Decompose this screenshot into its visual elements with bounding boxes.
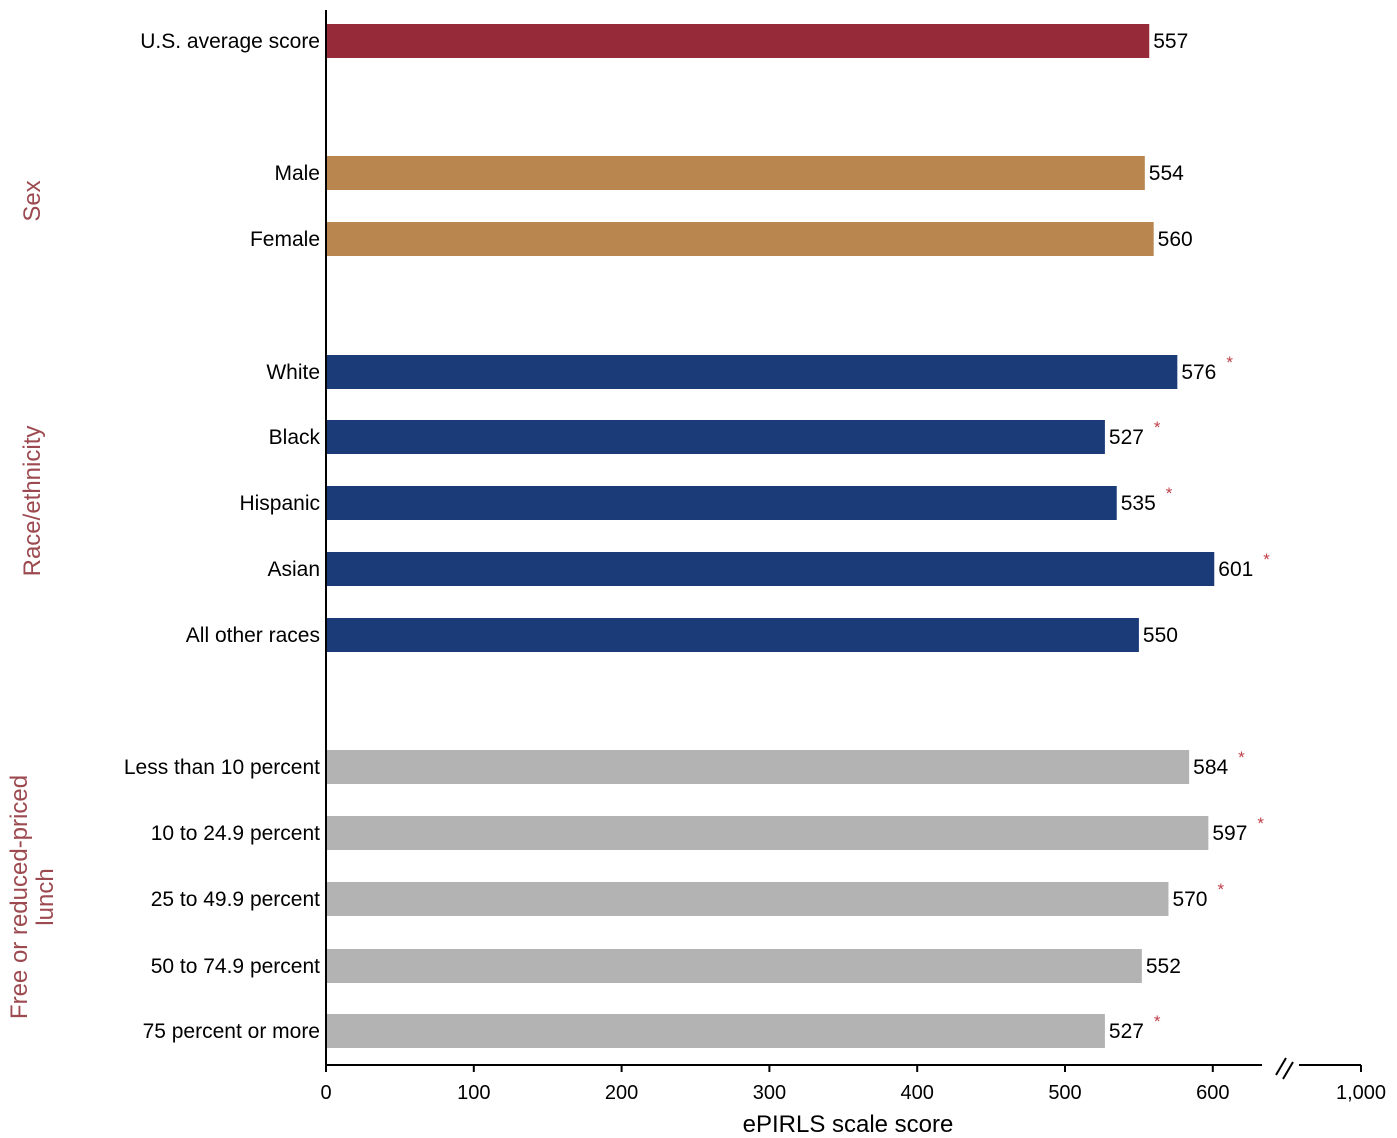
category-label-black: Black bbox=[269, 426, 321, 449]
group-label-sex: Sex bbox=[19, 180, 46, 221]
bar-asian bbox=[326, 552, 1215, 586]
x-tick-label-100: 100 bbox=[457, 1082, 490, 1104]
bar-less-than-10-percent bbox=[326, 750, 1190, 784]
x-tick-label-500: 500 bbox=[1048, 1082, 1081, 1104]
value-label-50-to-74-9-percent: 552 bbox=[1146, 955, 1181, 978]
significance-star-25-to-49-9-percent: * bbox=[1217, 880, 1224, 899]
significance-star-less-than-10-percent: * bbox=[1238, 748, 1245, 767]
bar-hispanic bbox=[326, 486, 1117, 520]
x-tick-label-200: 200 bbox=[605, 1082, 638, 1104]
category-label-10-to-24-9-percent: 10 to 24.9 percent bbox=[151, 822, 320, 845]
x-ticks: 0 100 200 300 400 500 600 1,000 bbox=[320, 1065, 1386, 1104]
significance-star-75-percent-or-more: * bbox=[1154, 1012, 1161, 1031]
bar-50-to-74-9-percent bbox=[326, 949, 1142, 983]
value-label-female: 560 bbox=[1158, 228, 1193, 251]
significance-star-hispanic: * bbox=[1166, 484, 1173, 503]
bar-75-percent-or-more bbox=[326, 1014, 1105, 1048]
group-label-race-ethnicity: Race/ethnicity bbox=[19, 426, 46, 577]
value-label-u-s-average-score: 557 bbox=[1153, 30, 1188, 53]
value-label-hispanic: 535 bbox=[1121, 492, 1156, 515]
value-label-25-to-49-9-percent: 570 bbox=[1172, 888, 1207, 911]
bar-10-to-24-9-percent bbox=[326, 816, 1209, 850]
significance-star-10-to-24-9-percent: * bbox=[1257, 814, 1264, 833]
value-label-10-to-24-9-percent: 597 bbox=[1212, 822, 1247, 845]
category-labels: U.S. average score Male Female White Black Hi… bbox=[124, 30, 321, 1043]
bar-all-other-races bbox=[326, 618, 1139, 652]
bar-white bbox=[326, 355, 1178, 389]
value-labels: 557 554 560 576 * 527 * 535 * 601 * 550 584 * 597 * 570 *… bbox=[1109, 30, 1270, 1043]
bars bbox=[326, 24, 1215, 1048]
value-label-75-percent-or-more: 527 bbox=[1109, 1020, 1144, 1043]
bar-female bbox=[326, 222, 1154, 256]
category-label-white: White bbox=[266, 361, 320, 384]
category-label-male: Male bbox=[274, 162, 320, 185]
group-label-line: Sex bbox=[19, 180, 46, 221]
category-label-25-to-49-9-percent: 25 to 49.9 percent bbox=[151, 888, 320, 911]
significance-star-asian: * bbox=[1263, 550, 1270, 569]
bar-u-s-average-score bbox=[326, 24, 1150, 58]
bar-male bbox=[326, 156, 1145, 190]
bar-25-to-49-9-percent bbox=[326, 882, 1169, 916]
x-tick-label-1000: 1,000 bbox=[1336, 1082, 1386, 1104]
category-label-all-other-races: All other races bbox=[186, 624, 320, 647]
category-label-less-than-10-percent: Less than 10 percent bbox=[124, 756, 320, 779]
x-axis-label: ePIRLS scale score bbox=[743, 1111, 954, 1138]
axes bbox=[325, 10, 1361, 1080]
category-label-75-percent-or-more: 75 percent or more bbox=[143, 1020, 320, 1043]
group-label-line: Free or reduced-priced bbox=[6, 775, 33, 1019]
group-label-line: lunch bbox=[32, 868, 59, 925]
value-label-all-other-races: 550 bbox=[1143, 624, 1178, 647]
x-tick-label-0: 0 bbox=[320, 1082, 331, 1104]
value-label-less-than-10-percent: 584 bbox=[1193, 756, 1228, 779]
group-label-line: Race/ethnicity bbox=[19, 426, 46, 577]
group-label-free-or-reduced-priced-lunch: Free or reduced-pricedlunch bbox=[6, 775, 59, 1019]
group-labels: Sex Race/ethnicity Free or reduced-pricedl… bbox=[6, 180, 59, 1019]
significance-star-black: * bbox=[1154, 418, 1161, 437]
value-label-white: 576 bbox=[1181, 361, 1216, 384]
significance-star-white: * bbox=[1226, 353, 1233, 372]
axis-break-icon bbox=[1275, 1057, 1294, 1080]
value-label-male: 554 bbox=[1149, 162, 1184, 185]
category-label-hispanic: Hispanic bbox=[239, 492, 320, 515]
value-label-black: 527 bbox=[1109, 426, 1144, 449]
category-label-50-to-74-9-percent: 50 to 74.9 percent bbox=[151, 955, 320, 978]
x-tick-label-400: 400 bbox=[901, 1082, 934, 1104]
bar-black bbox=[326, 420, 1105, 454]
x-tick-label-600: 600 bbox=[1196, 1082, 1229, 1104]
category-label-female: Female bbox=[250, 228, 320, 251]
x-tick-label-300: 300 bbox=[753, 1082, 786, 1104]
category-label-asian: Asian bbox=[267, 558, 320, 581]
category-label-u-s-average-score: U.S. average score bbox=[140, 30, 320, 53]
value-label-asian: 601 bbox=[1218, 558, 1253, 581]
